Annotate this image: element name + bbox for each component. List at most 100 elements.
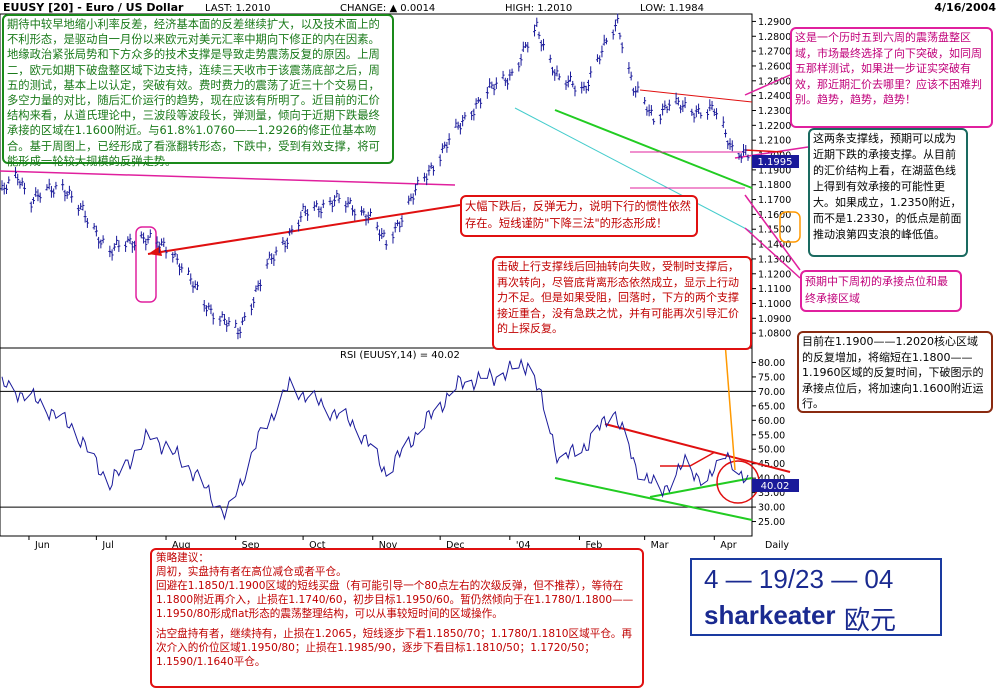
price-tick-label: 1.0800: [758, 329, 791, 340]
rsi-green-line-1: [554, 477, 753, 521]
price-tick-label: 1.1100: [758, 284, 791, 295]
signature-date: 4 — 19/23 — 04: [704, 564, 894, 594]
rsi-last-value-box: 40.02: [752, 479, 799, 492]
x-tick-label: Feb: [585, 540, 602, 551]
rsi-title: RSI (EUUSY,14) = 40.02: [340, 350, 460, 361]
x-tick-label: Daily: [765, 540, 789, 551]
rsi-series: [1, 358, 749, 521]
cyan-support-line: [514, 107, 753, 233]
x-tick-label: Nov: [379, 540, 398, 551]
x-tick-label: Aug: [172, 540, 191, 551]
rsi-green-line-2: [649, 477, 753, 498]
x-tick-label: '04: [516, 540, 531, 551]
price-tick-label: 1.2600: [758, 61, 791, 72]
note-rsi-text: 击破上行支撑线后回抽转向失败，受制时支撑后，再次转向，尽管底背离形态依然成立，显…: [497, 260, 739, 335]
price-tick-label: 1.1500: [758, 225, 791, 236]
strategy-line-3: 沽空盘持有者，继续持有，止损在1.2065，短线逐步下看1.1850/70；1.…: [156, 628, 633, 668]
rsi-tick-label: 60.00: [758, 416, 785, 427]
strategy-line-1: 周初，实盘持有者在高位减仓或者平仓。: [156, 566, 347, 578]
note-strategy: 策略建议： 周初，实盘持有者在高位减仓或者平仓。 回避在1.1850/1.190…: [150, 548, 644, 688]
x-tick-label: Oct: [309, 540, 326, 551]
rsi-tick-label: 80.00: [758, 358, 785, 369]
rsi-red-line: [604, 423, 791, 473]
price-tick-label: 1.2700: [758, 47, 791, 58]
x-axis: Jun Jul Aug Sep Oct Nov Dec '04 Feb Mar Apr Daily: [28, 536, 789, 551]
rsi-red-channel: [660, 451, 716, 467]
header-bar: EUUSY [20] - Euro / US Dollar LAST: 1.20…: [0, 0, 999, 14]
x-tick-label: Jun: [34, 540, 50, 551]
pink-pointer-4: [744, 227, 801, 279]
pink-pointer-2: [734, 146, 809, 159]
price-tick-label: 1.2100: [758, 136, 791, 147]
header-change: CHANGE: ▲ 0.0014: [340, 3, 435, 14]
x-tick-label: Jul: [101, 540, 113, 551]
pink-pointer-3: [744, 194, 801, 271]
price-annotations: [0, 74, 809, 303]
rsi-tick-label: 30.00: [758, 503, 785, 514]
rsi-last-value: 40.02: [761, 481, 790, 492]
price-tick-label: 1.2900: [758, 17, 791, 28]
header-date: 4/16/2004: [934, 1, 996, 14]
x-tick-label: Apr: [720, 540, 737, 551]
rsi-tick-label: 50.00: [758, 445, 785, 456]
price-tick-label: 1.1300: [758, 254, 791, 265]
price-series: [0, 13, 750, 340]
note-middle: 大幅下跌后，反弹无力，说明下行的惯性依然存在。短线谨防"下降三法"的形态形成！: [460, 195, 698, 237]
rsi-line: [1, 358, 749, 521]
price-axis: 1.29001.28001.27001.26001.25001.24001.23…: [752, 17, 791, 340]
price-tick-label: 1.2200: [758, 121, 791, 132]
note-target-text: 预期中下周初的承接点位和最终承接区域: [805, 275, 948, 305]
note-target: 预期中下周初的承接点位和最终承接区域: [800, 270, 962, 312]
rsi-tick-label: 25.00: [758, 517, 785, 528]
orange-pointer: [724, 341, 736, 471]
rsi-tick-label: 55.00: [758, 430, 785, 441]
note-top-left: 期待中较早地缩小利率反差，经济基本面的反差继续扩大，以及技术面上的不利形态，是驱…: [2, 14, 394, 168]
strategy-line-2: 回避在1.1850/1.1900区域的短线买盘（有可能引导一个80点左右的次级反…: [156, 580, 634, 620]
pink-pointer-1: [744, 74, 791, 96]
price-last-value-box: 1.1995: [752, 155, 799, 168]
price-tick-label: 1.1200: [758, 269, 791, 280]
x-tick-label: Mar: [651, 540, 669, 551]
price-tick-label: 1.2400: [758, 91, 791, 102]
price-tick-label: 1.1000: [758, 299, 791, 310]
signature-currency: 欧元: [844, 606, 897, 636]
rsi-annotations: [554, 341, 791, 521]
price-tick-label: 1.1900: [758, 165, 791, 176]
price-tick-label: 1.2300: [758, 106, 791, 117]
note-right-bottom: 目前在1.1900——1.2020核心区域的反复增加，将缩短在1.1800——1…: [797, 331, 993, 413]
rsi-tick-label: 35.00: [758, 488, 785, 499]
header-symbol: EUUSY [20] - Euro / US Dollar: [3, 1, 184, 14]
note-support-text: 这两条支撑线，预期可以成为近期下跌的承接支撑。从目前的汇价结构上看，在湖蓝色线上…: [813, 132, 962, 241]
price-tick-label: 1.1700: [758, 195, 791, 206]
note-support: 这两条支撑线，预期可以成为近期下跌的承接支撑。从目前的汇价结构上看，在湖蓝色线上…: [808, 128, 968, 257]
rsi-panel-frame: [0, 347, 753, 537]
red-pointer: [744, 149, 783, 153]
note-top-left-text: 期待中较早地缩小利率反差，经济基本面的反差继续扩大，以及技术面上的不利形态，是驱…: [7, 18, 380, 168]
price-tick-label: 1.2800: [758, 32, 791, 43]
header-high: HIGH: 1.2010: [505, 3, 572, 14]
price-tick-label: 1.1600: [758, 210, 791, 221]
rsi-tick-label: 65.00: [758, 401, 785, 412]
price-tick-label: 1.0900: [758, 314, 791, 325]
pink-box-july: [135, 226, 157, 303]
green-support-line: [554, 109, 753, 189]
red-arrow-head: [148, 246, 162, 256]
x-tick-label: Sep: [242, 540, 260, 551]
price-tick-label: 1.1400: [758, 240, 791, 251]
rsi-tick-label: 70.00: [758, 387, 785, 398]
header-low: LOW: 1.1984: [640, 3, 704, 14]
red-arrow-body: [147, 204, 461, 255]
red-resistance-line: [639, 89, 753, 103]
pink-long-line: [0, 170, 456, 186]
header-last: LAST: 1.2010: [205, 3, 271, 14]
note-middle-text: 大幅下跌后，反弹无力，说明下行的惯性依然存在。短线谨防"下降三法"的形态形成！: [465, 200, 691, 230]
rsi-tick-label: 45.00: [758, 459, 785, 470]
signature-box: 4 — 19/23 — 04 sharkeater 欧元: [690, 558, 942, 636]
note-top-right: 这是一个历时五到六周的震荡盘整区域，市场最终选择了向下突破，如同周五那样测试，如…: [790, 27, 993, 128]
orange-target-box: [779, 211, 801, 243]
strategy-title: 策略建议：: [156, 552, 209, 564]
note-right-bottom-text: 目前在1.1900——1.2020核心区域的反复增加，将缩短在1.1800——1…: [802, 335, 984, 410]
signature-author: sharkeater: [704, 600, 836, 630]
note-rsi: 击破上行支撑线后回抽转向失败，受制时支撑后，再次转向，尽管底背离形态依然成立，显…: [492, 256, 752, 350]
